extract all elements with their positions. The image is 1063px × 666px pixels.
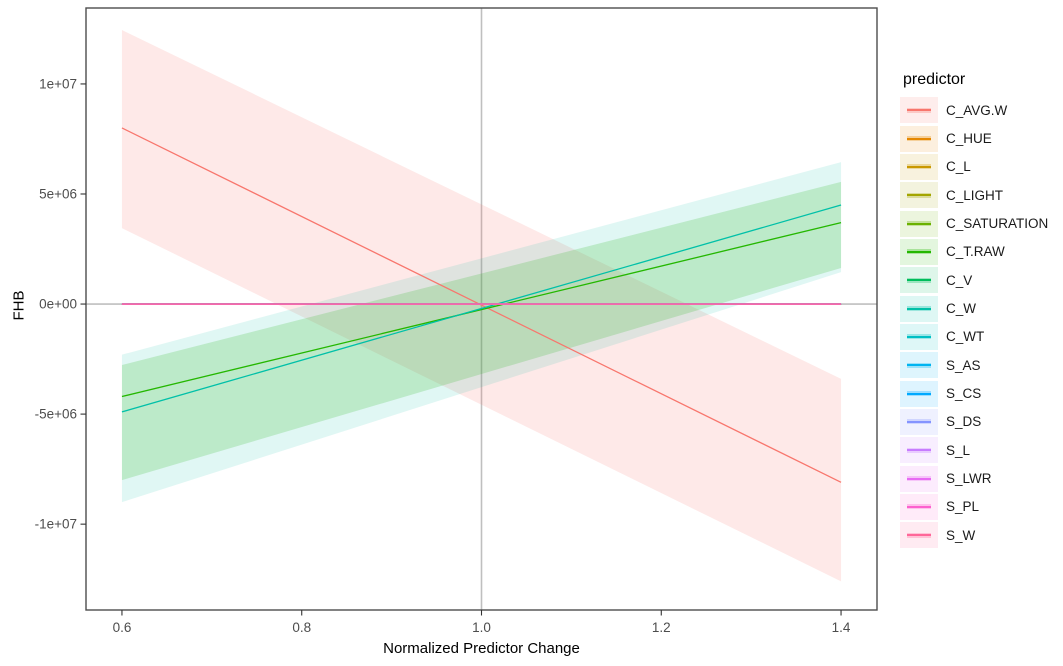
legend-key-icon <box>900 352 938 379</box>
legend-label: S_LWR <box>946 471 992 487</box>
x-tick-label: 0.8 <box>292 620 311 635</box>
legend-key-icon <box>900 493 938 520</box>
legend-key-icon <box>900 295 938 322</box>
y-tick-label: -5e+06 <box>35 407 77 422</box>
legend-entry-S_DS: S_DS <box>900 408 1063 436</box>
legend-key-icon <box>900 465 938 492</box>
legend-key-line <box>907 505 931 508</box>
legend-entry-C_LIGHT: C_LIGHT <box>900 181 1063 209</box>
y-tick-label: 1e+07 <box>39 76 77 91</box>
line-C_AVG.W <box>121 127 842 483</box>
legend-key-icon <box>900 380 938 407</box>
legend-label: S_CS <box>946 386 982 402</box>
legend-entry-C_T.RAW: C_T.RAW <box>900 238 1063 266</box>
legend-key-line <box>907 364 931 367</box>
legend-label: S_W <box>946 527 976 543</box>
legend-entry-C_W: C_W <box>900 294 1063 322</box>
legend-key-line <box>907 534 931 537</box>
legend-key-icon <box>900 182 938 209</box>
legend-label: C_L <box>946 159 971 175</box>
x-tick-label: 1.0 <box>472 620 491 635</box>
legend-label: C_LIGHT <box>946 187 1004 203</box>
legend-key-line <box>907 307 931 310</box>
legend: predictor C_AVG.W C_HUE C_L C_LIGHT C_SATURA… <box>900 70 1063 550</box>
legend-label: C_V <box>946 272 973 288</box>
legend-label: C_W <box>946 301 976 317</box>
legend-key-line <box>907 392 931 395</box>
legend-label: C_SATURATION <box>946 216 1049 232</box>
legend-key-icon <box>900 267 938 294</box>
legend-entry-C_L: C_L <box>900 153 1063 181</box>
legend-key-line <box>907 165 931 168</box>
legend-entry-C_V: C_V <box>900 266 1063 294</box>
legend-entry-C_WT: C_WT <box>900 323 1063 351</box>
legend-entry-S_L: S_L <box>900 436 1063 464</box>
legend-entry-C_HUE: C_HUE <box>900 124 1063 152</box>
legend-label: C_T.RAW <box>946 244 1005 260</box>
legend-entries: C_AVG.W C_HUE C_L C_LIGHT C_SATURATION C_T.RA… <box>900 96 1063 550</box>
legend-key-line <box>907 137 931 140</box>
y-tick-label: -1e+07 <box>35 517 77 532</box>
legend-entry-S_W: S_W <box>900 521 1063 549</box>
legend-key-line <box>907 222 931 225</box>
legend-entry-C_SATURATION: C_SATURATION <box>900 209 1063 237</box>
legend-key-icon <box>900 323 938 350</box>
legend-key-line <box>907 109 931 112</box>
legend-label: S_AS <box>946 357 981 373</box>
legend-key-icon <box>900 437 938 464</box>
legend-label: C_AVG.W <box>946 102 1008 118</box>
legend-key-icon <box>900 153 938 180</box>
legend-entry-S_LWR: S_LWR <box>900 464 1063 492</box>
legend-key-icon <box>900 210 938 237</box>
legend-label: S_DS <box>946 414 982 430</box>
legend-key-icon <box>900 97 938 124</box>
y-tick-label: 0e+00 <box>39 297 77 312</box>
legend-key-icon <box>900 408 938 435</box>
legend-key-line <box>907 335 931 338</box>
x-tick-label: 1.2 <box>652 620 671 635</box>
ribbon-C_W <box>121 162 842 503</box>
legend-entry-C_AVG.W: C_AVG.W <box>900 96 1063 124</box>
legend-key-line <box>907 279 931 282</box>
x-tick-label: 1.4 <box>832 620 851 635</box>
legend-key-icon <box>900 522 938 549</box>
legend-entry-S_CS: S_CS <box>900 379 1063 407</box>
x-axis-title: Normalized Predictor Change <box>383 640 580 657</box>
legend-entry-S_PL: S_PL <box>900 493 1063 521</box>
legend-key-icon <box>900 125 938 152</box>
legend-key-line <box>907 194 931 197</box>
legend-key-line <box>907 477 931 480</box>
legend-key-line <box>907 449 931 452</box>
y-axis-title: FHB <box>10 290 28 321</box>
legend-key-line <box>907 250 931 253</box>
line-C_T.RAW <box>121 221 842 398</box>
legend-entry-S_AS: S_AS <box>900 351 1063 379</box>
y-tick-label: 5e+06 <box>39 186 77 201</box>
x-tick-label: 0.6 <box>113 620 132 635</box>
legend-key-icon <box>900 238 938 265</box>
legend-key-line <box>907 420 931 423</box>
legend-title: predictor <box>903 71 966 88</box>
legend-label: C_WT <box>946 329 985 345</box>
legend-label: S_PL <box>946 499 980 515</box>
legend-label: S_L <box>946 442 971 458</box>
legend-label: C_HUE <box>946 131 992 147</box>
line-C_W <box>121 204 842 413</box>
